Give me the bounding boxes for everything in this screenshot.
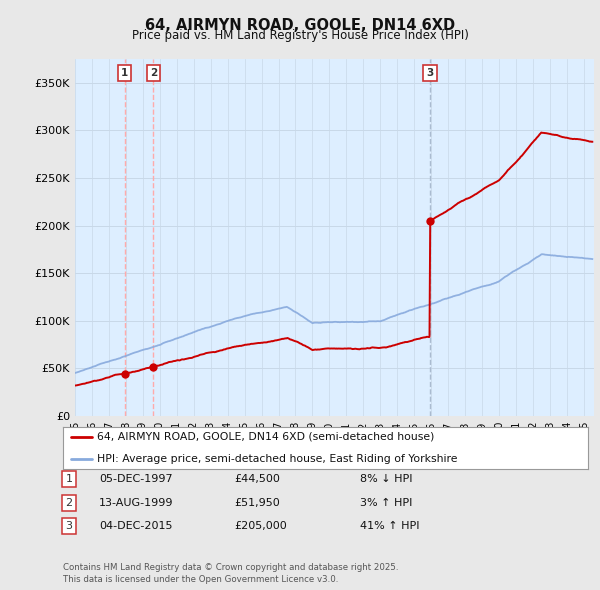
Text: £44,500: £44,500 — [234, 474, 280, 484]
Text: 64, AIRMYN ROAD, GOOLE, DN14 6XD (semi-detached house): 64, AIRMYN ROAD, GOOLE, DN14 6XD (semi-d… — [97, 432, 434, 442]
Text: 1: 1 — [65, 474, 73, 484]
Bar — [125, 59, 154, 416]
Text: HPI: Average price, semi-detached house, East Riding of Yorkshire: HPI: Average price, semi-detached house,… — [97, 454, 458, 464]
Text: 04-DEC-2015: 04-DEC-2015 — [99, 522, 173, 531]
Text: 2: 2 — [150, 68, 157, 78]
Text: £205,000: £205,000 — [234, 522, 287, 531]
Text: 8% ↓ HPI: 8% ↓ HPI — [360, 474, 413, 484]
Text: 1: 1 — [121, 68, 128, 78]
Text: Contains HM Land Registry data © Crown copyright and database right 2025.
This d: Contains HM Land Registry data © Crown c… — [63, 563, 398, 584]
Bar — [154, 59, 430, 416]
Text: 2: 2 — [65, 498, 73, 507]
Text: 41% ↑ HPI: 41% ↑ HPI — [360, 522, 419, 531]
Text: 64, AIRMYN ROAD, GOOLE, DN14 6XD: 64, AIRMYN ROAD, GOOLE, DN14 6XD — [145, 18, 455, 32]
Text: 3: 3 — [65, 522, 73, 531]
Text: Price paid vs. HM Land Registry's House Price Index (HPI): Price paid vs. HM Land Registry's House … — [131, 30, 469, 42]
Text: £51,950: £51,950 — [234, 498, 280, 507]
Text: 3% ↑ HPI: 3% ↑ HPI — [360, 498, 412, 507]
Text: 05-DEC-1997: 05-DEC-1997 — [99, 474, 173, 484]
Text: 13-AUG-1999: 13-AUG-1999 — [99, 498, 173, 507]
Text: 3: 3 — [426, 68, 433, 78]
